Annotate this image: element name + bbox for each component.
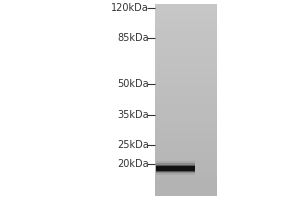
Bar <box>156 161 195 175</box>
Text: 35kDa: 35kDa <box>117 110 148 120</box>
Text: 20kDa: 20kDa <box>117 159 148 169</box>
Text: 50kDa: 50kDa <box>117 79 148 89</box>
Bar <box>156 163 195 173</box>
Text: 25kDa: 25kDa <box>117 140 148 150</box>
Text: 85kDa: 85kDa <box>117 33 148 43</box>
Text: 120kDa: 120kDa <box>111 3 148 13</box>
Bar <box>156 165 195 172</box>
Bar <box>156 166 195 171</box>
